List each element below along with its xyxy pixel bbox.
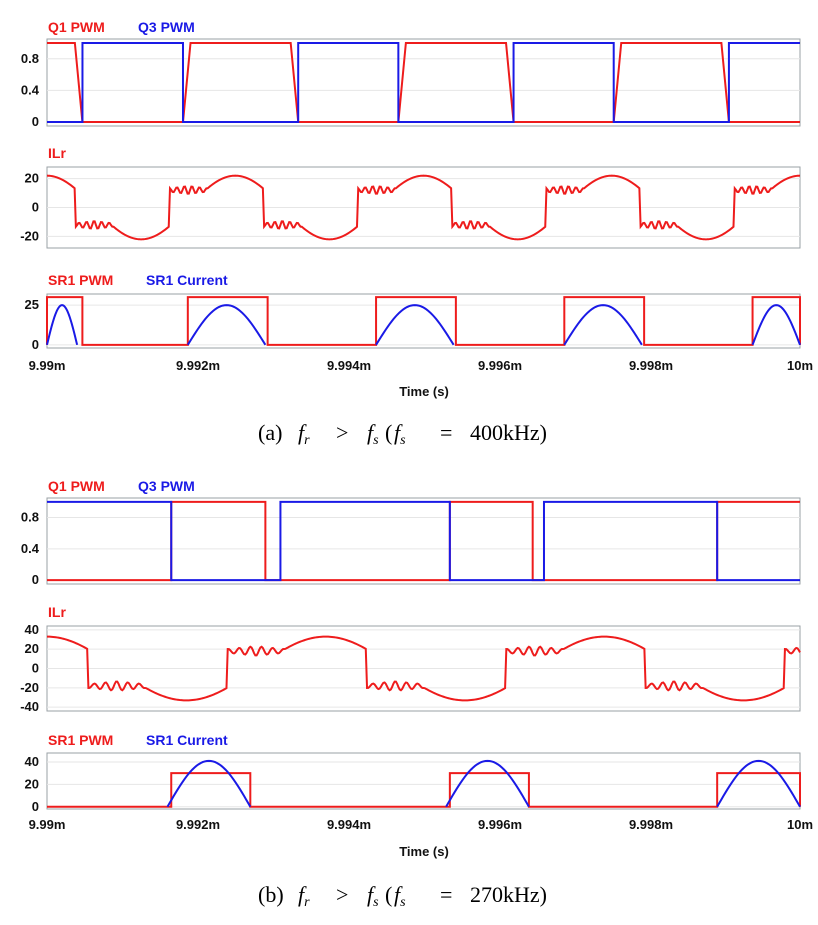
x-tick-label: 9.992m	[176, 817, 220, 832]
x-tick-label: 9.998m	[629, 358, 673, 373]
series-line-sr1-current	[186, 304, 267, 346]
y-tick-label: 0.4	[21, 541, 40, 556]
caption-a-value: 400kHz)	[470, 420, 547, 445]
caption-a-fr: fr	[298, 420, 310, 448]
panel-2: -20 0 20	[20, 166, 801, 249]
legend-ilr-a: ILr	[48, 145, 66, 161]
x-axis-label-b: Time (s)	[399, 844, 449, 859]
legend-q1-pwm-a: Q1 PWM	[48, 19, 105, 35]
legend-sr1-current-a: SR1 Current	[146, 272, 228, 288]
panel-frame	[46, 752, 801, 810]
x-ticks-b: 9.99m 9.992m 9.994m 9.996m 9.998m 10m	[29, 817, 813, 832]
y-tick-label: -40	[20, 699, 39, 714]
x-ticks-a: 9.99m 9.992m 9.994m 9.996m 9.998m 10m	[29, 358, 813, 373]
y-tick-label: 25	[25, 297, 39, 312]
x-tick-label: 10m	[787, 817, 813, 832]
y-tick-label: 0	[32, 200, 39, 215]
x-tick-label: 9.99m	[29, 358, 66, 373]
y-tick-label: 20	[25, 641, 39, 656]
caption-a-paren: (	[385, 420, 392, 445]
x-tick-label: 9.998m	[629, 817, 673, 832]
x-tick-label: 9.996m	[478, 817, 522, 832]
panel-frame	[46, 293, 801, 349]
series-line-sr1-current	[751, 304, 801, 346]
series-line-sr1-pwm	[46, 296, 801, 346]
legend-sr1-pwm-b: SR1 PWM	[48, 732, 113, 748]
plot-panels: 0 0.4 0.8 -20 0 20 0 25 0 0.4 0.8 -40 -20 0 20 40 0 20 40	[20, 38, 801, 814]
caption-a-op2: =	[440, 420, 452, 445]
series-line-sr1-current	[563, 304, 643, 346]
legend-q3-pwm-a: Q3 PWM	[138, 19, 195, 35]
caption-b-fs: fs	[367, 882, 379, 910]
series-line-ilr	[46, 635, 801, 702]
y-tick-label: 0	[32, 337, 39, 352]
legend-ilr-b: ILr	[48, 604, 66, 620]
y-tick-label: -20	[20, 680, 39, 695]
legend-sr1-pwm-a: SR1 PWM	[48, 272, 113, 288]
legend-q1-pwm-b: Q1 PWM	[48, 478, 105, 494]
panel-frame	[46, 38, 801, 127]
series-line-q3-pwm	[47, 41, 800, 124]
y-tick-label: 40	[25, 754, 39, 769]
caption-b-value: 270kHz)	[470, 882, 547, 907]
y-tick-label: 0.4	[21, 82, 40, 97]
series-line-sr1-current	[375, 304, 455, 346]
series-line-sr1-current	[166, 759, 252, 808]
series-line-q3-pwm	[47, 500, 800, 582]
y-tick-label: 0	[32, 114, 39, 129]
panel-1: 0 0.4 0.8	[21, 38, 801, 129]
legend-sr1-current-b: SR1 Current	[146, 732, 228, 748]
x-tick-label: 9.994m	[327, 358, 371, 373]
y-tick-label: -20	[20, 228, 39, 243]
x-tick-label: 9.994m	[327, 817, 371, 832]
x-tick-label: 10m	[787, 358, 813, 373]
y-tick-label: 0	[32, 799, 39, 814]
legend-q3-pwm-b: Q3 PWM	[138, 478, 195, 494]
y-tick-label: 0.8	[21, 51, 39, 66]
series-line-q1-pwm	[47, 41, 800, 124]
y-tick-label: 20	[25, 776, 39, 791]
caption-b-fs2: fs	[394, 882, 406, 910]
series-line-ilr	[46, 174, 801, 241]
caption-b: (b) fr > fs ( fs = 270kHz)	[258, 882, 547, 910]
x-tick-label: 9.996m	[478, 358, 522, 373]
series-line-sr1-current	[716, 759, 801, 808]
caption-a-fs: fs	[367, 420, 379, 448]
series-line-sr1-pwm	[47, 772, 801, 808]
y-tick-label: 0.8	[21, 510, 39, 525]
y-tick-label: 0	[32, 661, 39, 676]
x-tick-label: 9.992m	[176, 358, 220, 373]
y-tick-label: 20	[25, 171, 39, 186]
panel-6: 0 20 40	[25, 752, 801, 814]
caption-b-fr: fr	[298, 882, 310, 910]
panel-frame	[46, 497, 801, 585]
caption-b-paren: (	[385, 882, 392, 907]
caption-a-op1: >	[336, 420, 348, 445]
panel-5: -40 -20 0 20 40	[20, 622, 801, 714]
y-tick-label: 0	[32, 572, 39, 587]
series-line-sr1-current	[445, 759, 530, 808]
caption-a: (a) fr > fs ( fs = 400kHz)	[258, 420, 547, 448]
y-tick-label: 40	[25, 622, 39, 637]
caption-b-op1: >	[336, 882, 348, 907]
caption-a-fs2: fs	[394, 420, 406, 448]
series-line-sr1-current	[46, 304, 79, 346]
caption-b-lead: (b)	[258, 882, 284, 907]
x-tick-label: 9.99m	[29, 817, 66, 832]
panel-3: 0 25	[25, 293, 801, 352]
x-axis-label-a: Time (s)	[399, 384, 449, 399]
caption-a-lead: (a)	[258, 420, 282, 445]
caption-b-op2: =	[440, 882, 452, 907]
panel-4: 0 0.4 0.8	[21, 497, 801, 587]
